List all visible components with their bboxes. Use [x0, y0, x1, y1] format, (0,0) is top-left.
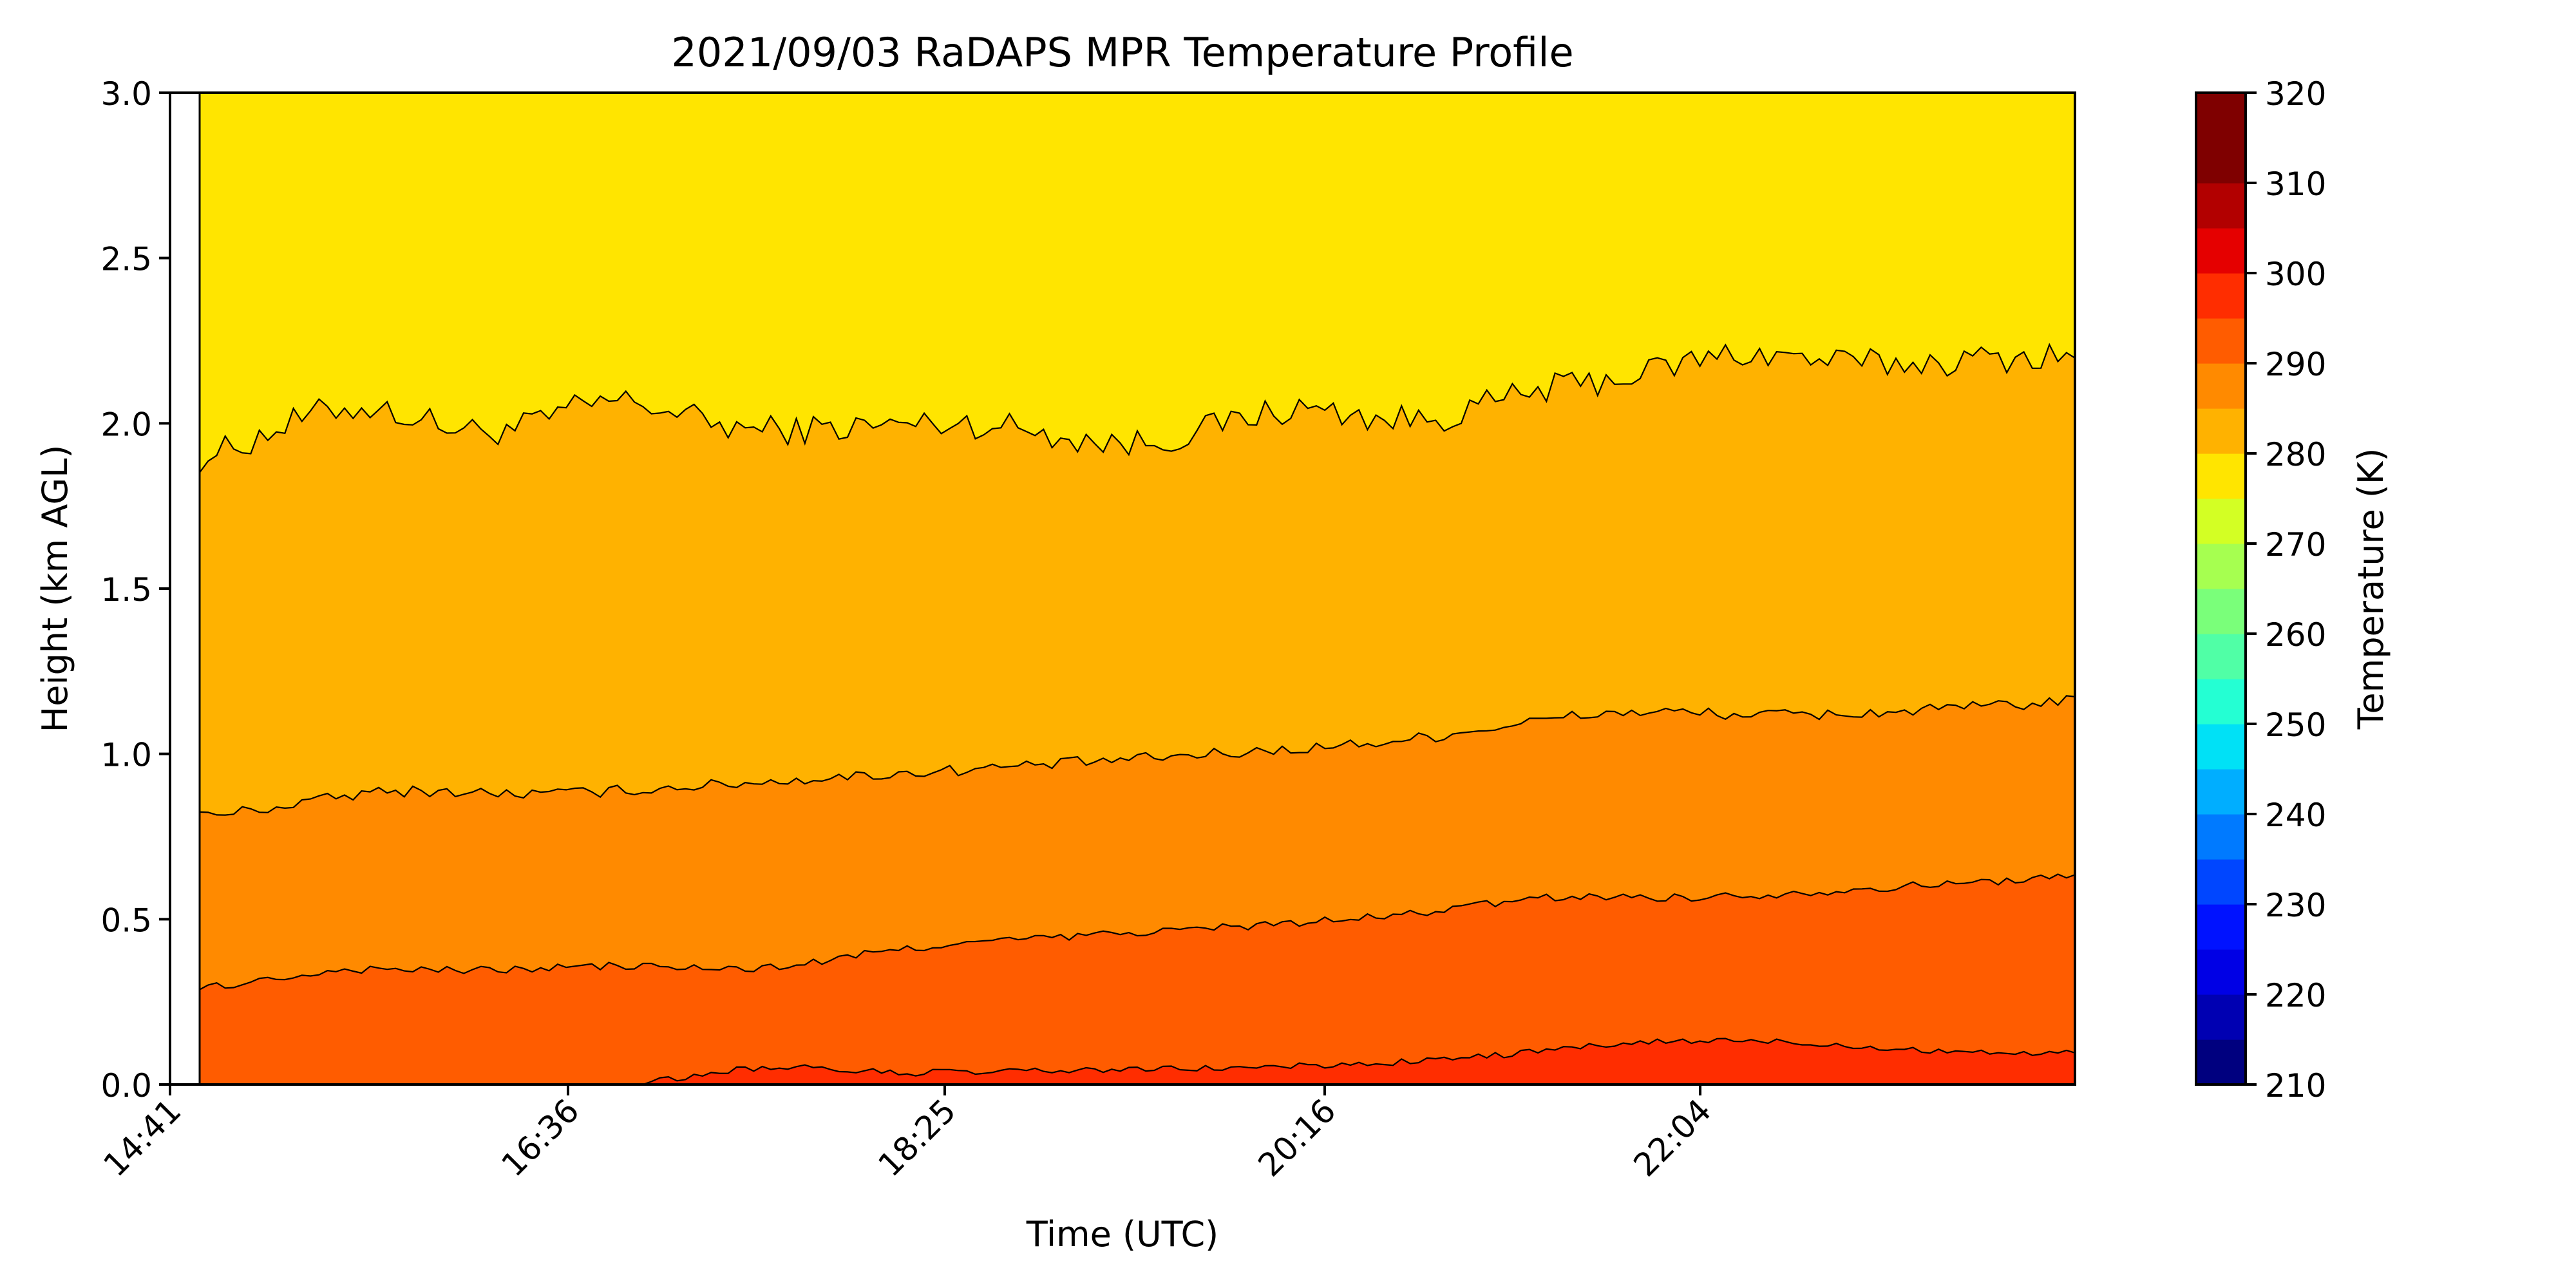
colorbar-segment: [2196, 273, 2246, 319]
colorbar-segment: [2196, 408, 2246, 454]
colorbar-segment: [2196, 138, 2246, 184]
colorbar-tick-label: 220: [2265, 977, 2326, 1014]
colorbar-segment: [2196, 904, 2246, 950]
colorbar-segment: [2196, 318, 2246, 364]
x-tick-label: 14:41: [97, 1092, 189, 1184]
y-axis: 0.0 0.5 1.0 1.5 2.0 2.5 3.0: [100, 75, 170, 1104]
colorbar-frame: [2195, 91, 2247, 1086]
x-axis: 14:41 16:36 18:25 20:16 22:04: [97, 1084, 1719, 1184]
band-300-305K: [200, 1038, 2075, 1084]
colorbar-tick-label: 240: [2265, 797, 2326, 834]
chart-title: 2021/09/03 RaDAPS MPR Temperature Profil…: [671, 29, 1573, 76]
y-tick-label: 2.5: [100, 241, 152, 278]
colorbar-segment: [2196, 949, 2246, 995]
colorbar-tick-label: 260: [2265, 616, 2326, 654]
contour-285K: [199, 343, 2076, 473]
colorbar-segment: [2196, 679, 2246, 724]
colorbar-tick-label: 310: [2265, 166, 2326, 203]
colorbar-tick-label: 280: [2265, 436, 2326, 473]
colorbar-tick-label: 250: [2265, 706, 2326, 744]
colorbar-segment: [2196, 544, 2246, 589]
colorbar-segment: [2196, 724, 2246, 770]
colorbar-segment: [2196, 589, 2246, 634]
colorbar-segment: [2196, 769, 2246, 815]
colorbar-segment: [2196, 634, 2246, 679]
contour-295K: [199, 873, 2076, 990]
colorbar-tick-label: 300: [2265, 256, 2326, 293]
y-tick-label: 1.5: [100, 571, 152, 609]
y-tick-label: 0.5: [100, 902, 152, 939]
x-axis-label: Time (UTC): [1026, 1214, 1219, 1255]
colorbar-tick-label: 210: [2265, 1067, 2326, 1104]
x-tick-label: 18:25: [871, 1092, 963, 1184]
colorbar-tick-label: 230: [2265, 887, 2326, 924]
colorbar-segment: [2196, 183, 2246, 229]
colorbar-ticks: 210 220 230 240 250 260 270 280 290 300 310 320: [2246, 75, 2326, 1104]
colorbar-tick-label: 320: [2265, 75, 2326, 113]
colorbar-segment: [2196, 498, 2246, 544]
colorbar-segment: [2196, 363, 2246, 409]
y-tick-label: 3.0: [100, 75, 152, 113]
colorbar-label: Temperature (K): [2351, 448, 2391, 730]
contour-lines: [198, 93, 2076, 1086]
contour-290K: [199, 695, 2076, 816]
colorbar-segment: [2196, 93, 2246, 138]
colorbar-tick-label: 270: [2265, 526, 2326, 564]
colorbar-segment: [2196, 228, 2246, 274]
colorbar-tick-label: 290: [2265, 346, 2326, 383]
y-tick-label: 2.0: [100, 406, 152, 443]
colorbar-segment: [2196, 1039, 2246, 1085]
colorbar-segment: [2196, 453, 2246, 499]
colorbar-segment: [2196, 994, 2246, 1040]
y-axis-label: Height (km AGL): [35, 445, 75, 733]
colorbar-segment: [2196, 814, 2246, 860]
band-295-300K: [200, 874, 2075, 1084]
x-tick-label: 16:36: [495, 1092, 587, 1184]
colorbar: [2196, 93, 2246, 1085]
x-tick-label: 22:04: [1627, 1092, 1719, 1184]
y-tick-label: 0.0: [100, 1067, 152, 1104]
x-tick-label: 20:16: [1251, 1092, 1343, 1184]
y-tick-label: 1.0: [100, 737, 152, 774]
colorbar-segment: [2196, 859, 2246, 905]
